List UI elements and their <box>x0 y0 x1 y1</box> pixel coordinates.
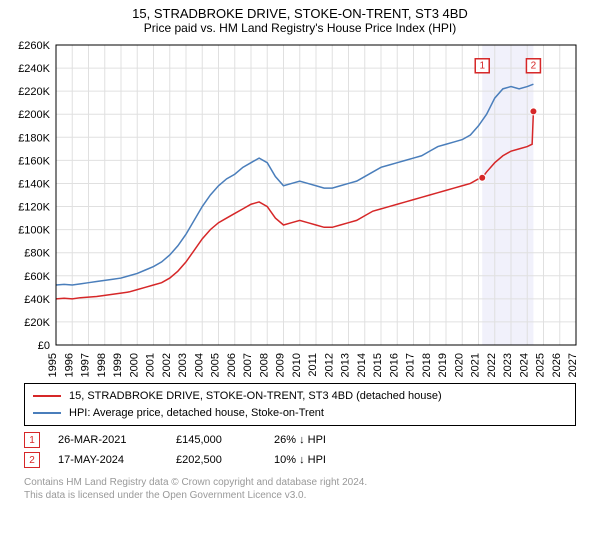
x-tick-label: 2026 <box>551 353 563 377</box>
note-row: 1 26-MAR-2021 £145,000 26% ↓ HPI <box>24 430 576 450</box>
x-tick-label: 2024 <box>518 353 530 377</box>
x-tick-label: 1996 <box>63 353 75 377</box>
y-tick-label: £40K <box>24 294 50 306</box>
y-tick-label: £0 <box>38 340 50 352</box>
note-change: 26% ↓ HPI <box>274 434 364 446</box>
x-tick-label: 2001 <box>145 353 157 377</box>
legend-item: 15, STRADBROKE DRIVE, STOKE-ON-TRENT, ST… <box>33 388 567 405</box>
x-tick-label: 2008 <box>258 353 270 377</box>
x-tick-label: 2025 <box>535 353 547 377</box>
marker-label: 1 <box>479 60 485 71</box>
x-tick-label: 2000 <box>128 353 140 377</box>
note-date: 26-MAR-2021 <box>58 434 158 446</box>
x-tick-label: 2027 <box>567 353 579 377</box>
attribution-line-2: This data is licensed under the Open Gov… <box>24 489 576 502</box>
y-tick-label: £140K <box>18 178 50 190</box>
attribution-line-1: Contains HM Land Registry data © Crown c… <box>24 476 576 489</box>
x-tick-label: 2003 <box>177 353 189 377</box>
x-tick-label: 2023 <box>502 353 514 377</box>
y-tick-label: £200K <box>18 109 50 121</box>
note-date: 17-MAY-2024 <box>58 454 158 466</box>
x-tick-label: 2006 <box>226 353 238 377</box>
x-tick-label: 2022 <box>486 353 498 377</box>
x-tick-label: 2011 <box>307 353 319 377</box>
title-line-1: 15, STRADBROKE DRIVE, STOKE-ON-TRENT, ST… <box>0 6 600 21</box>
price-chart: £0 £20K £40K £60K £80K £100K £120K £140K £160K £1… <box>0 37 600 377</box>
x-tick-label: 1998 <box>96 353 108 377</box>
x-tick-label: 2007 <box>242 353 254 377</box>
y-tick-label: £220K <box>18 86 50 98</box>
note-change: 10% ↓ HPI <box>274 454 364 466</box>
marker-point <box>479 174 486 181</box>
legend-label: 15, STRADBROKE DRIVE, STOKE-ON-TRENT, ST… <box>69 388 442 405</box>
legend-item: HPI: Average price, detached house, Stok… <box>33 405 567 422</box>
note-price: £202,500 <box>176 454 256 466</box>
x-tick-label: 2021 <box>470 353 482 377</box>
y-tick-label: £60K <box>24 271 50 283</box>
chart-titles: 15, STRADBROKE DRIVE, STOKE-ON-TRENT, ST… <box>0 0 600 37</box>
x-tick-label: 2019 <box>437 353 449 377</box>
y-tick-label: £180K <box>18 132 50 144</box>
title-line-2: Price paid vs. HM Land Registry's House … <box>0 21 600 35</box>
legend-swatch <box>33 412 61 414</box>
x-tick-label: 1997 <box>80 353 92 377</box>
note-row: 2 17-MAY-2024 £202,500 10% ↓ HPI <box>24 450 576 470</box>
y-tick-label: £260K <box>18 40 50 52</box>
x-tick-label: 1999 <box>112 353 124 377</box>
x-tick-label: 2013 <box>340 353 352 377</box>
attribution: Contains HM Land Registry data © Crown c… <box>24 476 576 502</box>
x-tick-label: 2010 <box>291 353 303 377</box>
marker-label: 2 <box>531 60 537 71</box>
x-tick-label: 2002 <box>161 353 173 377</box>
x-tick-label: 2015 <box>372 353 384 377</box>
x-tick-label: 2004 <box>193 353 205 377</box>
y-tick-label: £240K <box>18 63 50 75</box>
x-tick-label: 2012 <box>323 353 335 377</box>
x-tick-label: 2005 <box>210 353 222 377</box>
x-tick-label: 2018 <box>421 353 433 377</box>
marker-point <box>530 108 537 115</box>
legend-swatch <box>33 395 61 397</box>
y-tick-label: £120K <box>18 202 50 214</box>
y-tick-label: £160K <box>18 155 50 167</box>
y-tick-label: £80K <box>24 248 50 260</box>
transaction-notes: 1 26-MAR-2021 £145,000 26% ↓ HPI 2 17-MAY-202… <box>24 430 576 470</box>
x-tick-label: 2009 <box>275 353 287 377</box>
y-tick-label: £20K <box>24 317 50 329</box>
x-tick-label: 1995 <box>47 353 59 377</box>
legend: 15, STRADBROKE DRIVE, STOKE-ON-TRENT, ST… <box>24 383 576 426</box>
note-price: £145,000 <box>176 434 256 446</box>
y-tick-label: £100K <box>18 225 50 237</box>
note-marker: 1 <box>24 432 40 448</box>
x-tick-label: 2016 <box>388 353 400 377</box>
x-tick-label: 2020 <box>453 353 465 377</box>
legend-label: HPI: Average price, detached house, Stok… <box>69 405 324 422</box>
note-marker: 2 <box>24 452 40 468</box>
x-tick-label: 2017 <box>405 353 417 377</box>
x-tick-label: 2014 <box>356 353 368 377</box>
